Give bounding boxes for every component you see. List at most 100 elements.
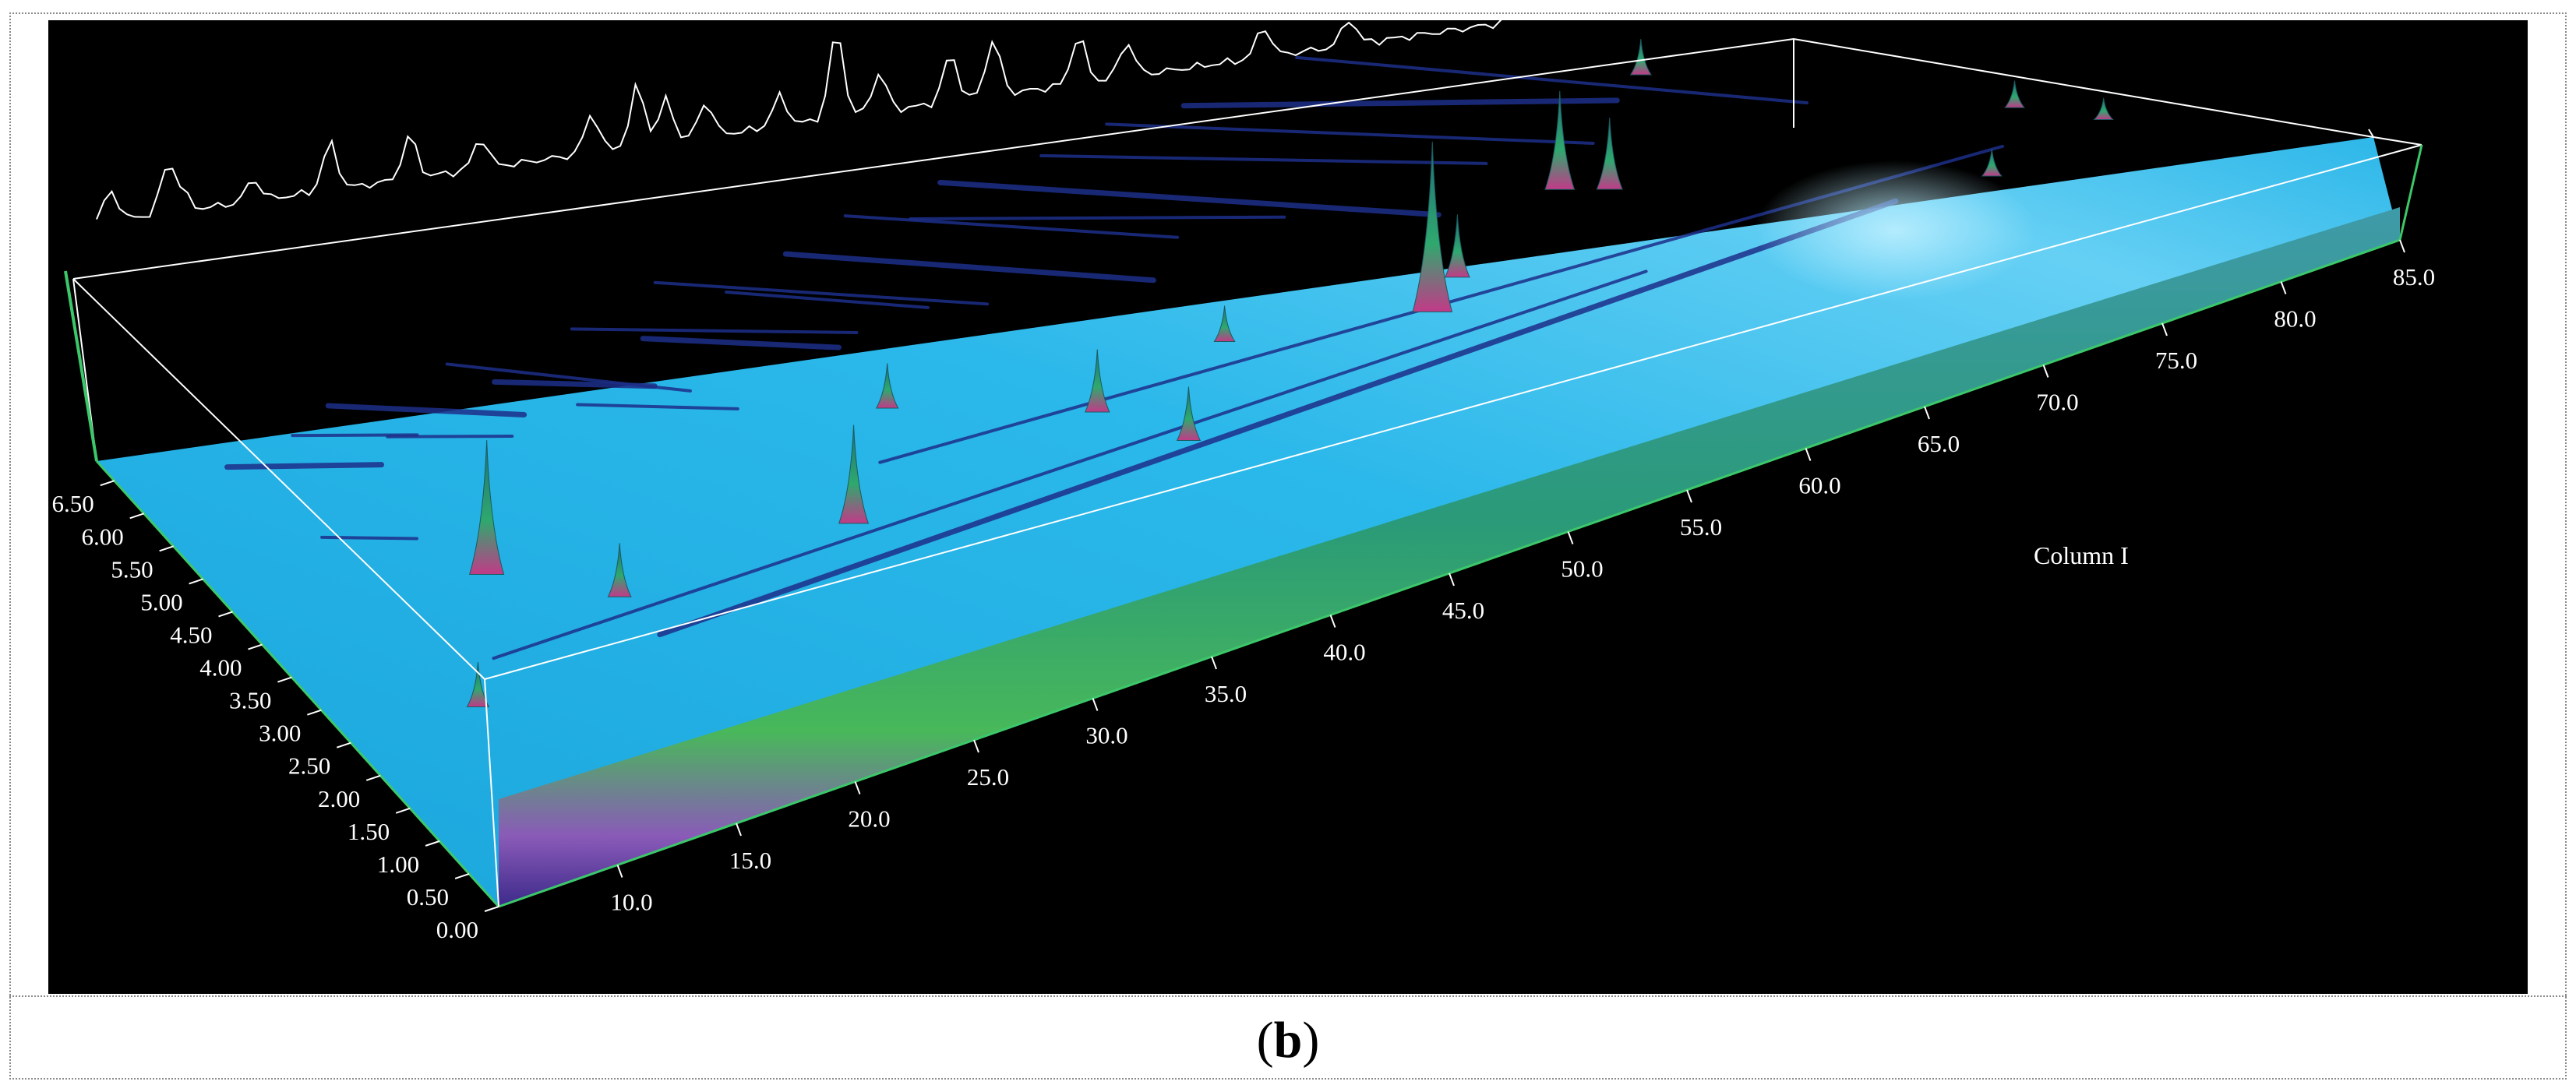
wireframe-box — [72, 38, 2422, 907]
x-tick-mark — [973, 739, 979, 753]
y-tick-mark — [100, 480, 115, 487]
elution-streak — [1180, 97, 1620, 109]
elution-streaks — [224, 55, 2005, 660]
floor-highlight — [1755, 160, 2035, 301]
analyte-peak — [1412, 141, 1453, 312]
y-tick-label: 4.00 — [199, 654, 242, 682]
elution-streak — [937, 179, 1442, 218]
y-tick-label: 5.00 — [140, 588, 182, 615]
x-tick-mark — [1449, 572, 1455, 587]
x-tick-label: 45.0 — [1442, 597, 1484, 624]
y-tick-label: 6.50 — [52, 490, 94, 517]
x-tick-label: 40.0 — [1323, 639, 1365, 666]
y-tick-label: 4.50 — [170, 621, 212, 648]
analyte-peak — [1445, 214, 1470, 278]
elution-streak — [725, 290, 930, 309]
x-tick-label: 15.0 — [729, 847, 771, 874]
x-tick-mark — [2042, 365, 2049, 378]
left-edge-line — [95, 460, 500, 908]
y-tick-label: 2.00 — [318, 785, 360, 812]
analyte-peak — [607, 543, 632, 597]
elution-streak — [782, 251, 1156, 284]
analyte-peak — [1544, 90, 1576, 190]
x-tick-mark — [2161, 322, 2168, 336]
elution-streak — [386, 434, 514, 439]
x-tick-label: 30.0 — [1085, 722, 1127, 749]
z-axis-line — [64, 270, 98, 462]
x-tick-mark — [2399, 239, 2405, 253]
gcxgc-3d-surface-plot: 0.00 0.50 1.00 1.50 2.00 2.50 3.00 3.50 4.00 4.50… — [48, 20, 2528, 994]
analyte-peak — [2004, 80, 2025, 108]
y-tick-label: 1.00 — [377, 851, 419, 878]
x-tick-mark — [1805, 448, 1812, 461]
x-tick-label: 10.0 — [610, 889, 652, 916]
y-tick-mark — [277, 676, 292, 683]
x-tick-mark — [1924, 406, 1930, 420]
x-tick-mark — [616, 865, 623, 878]
analyte-peak — [2093, 97, 2114, 120]
elution-streak — [653, 280, 990, 306]
elution-streak — [325, 403, 528, 417]
analyte-peak — [1213, 305, 1236, 343]
analyte-peak — [838, 424, 870, 524]
y-tick-label: 3.00 — [259, 720, 301, 747]
y-tick-mark — [336, 742, 351, 749]
y-tick-mark — [454, 872, 470, 879]
y-tick-label: 6.00 — [81, 523, 123, 550]
x-tick-mark — [1092, 698, 1099, 711]
y-tick-label: 0.00 — [436, 916, 478, 943]
caption-letter: b — [1273, 1012, 1303, 1069]
y-tick-mark — [307, 709, 322, 716]
analyte-peak — [1596, 117, 1623, 190]
elution-streak — [320, 535, 418, 541]
caption-divider — [9, 995, 2567, 997]
analyte-peak — [1629, 39, 1652, 76]
elution-streak — [492, 379, 658, 389]
x-axis-label: Column I — [2034, 541, 2129, 569]
y-tick-label: 1.50 — [348, 818, 390, 845]
y-axis-ticks: 0.00 0.50 1.00 1.50 2.00 2.50 3.00 3.50 4.00 4.50… — [52, 480, 499, 943]
y-tick-mark — [248, 643, 263, 650]
tic-trace — [96, 20, 1502, 220]
x-tick-label: 75.0 — [2155, 347, 2197, 374]
y-tick-label: 3.50 — [229, 687, 271, 714]
elution-streak — [224, 462, 385, 470]
chromatogram-floor — [97, 137, 2400, 907]
elution-streak — [843, 214, 1180, 239]
y-tick-mark — [484, 906, 499, 912]
analyte-peak — [875, 363, 899, 409]
elution-streak — [657, 198, 1899, 638]
x-tick-mark — [736, 823, 742, 837]
x-tick-label: 80.0 — [2274, 305, 2316, 333]
y-tick-mark — [425, 840, 440, 847]
x-tick-mark — [1686, 489, 1692, 503]
x-tick-mark — [854, 781, 861, 794]
y-tick-mark — [395, 807, 411, 814]
analyte-peak — [468, 439, 505, 576]
elution-streak — [1039, 153, 1488, 165]
x-axis-ticks: 10.0 15.0 20.0 25.0 30.0 35.0 40.0 45.0 50.0 55.0… — [610, 239, 2435, 916]
elution-streak — [909, 215, 1286, 220]
x-tick-label: 25.0 — [967, 763, 1009, 791]
x-tick-mark — [1567, 531, 1574, 544]
caption-open-paren: ( — [1256, 1012, 1274, 1069]
elution-streak — [1105, 122, 1595, 145]
x-tick-label: 85.0 — [2393, 263, 2435, 291]
x-tick-label: 60.0 — [1798, 472, 1840, 499]
analyte-peak — [1981, 149, 2003, 177]
elution-streak — [576, 403, 739, 410]
elution-streak — [570, 327, 859, 334]
y-tick-label: 2.50 — [288, 752, 330, 780]
x-tick-label: 55.0 — [1680, 513, 1722, 541]
x-tick-mark — [1329, 615, 1336, 628]
y-tick-mark — [218, 611, 233, 618]
elution-streak — [1295, 55, 1808, 105]
y-tick-mark — [365, 774, 381, 781]
y-tick-label: 5.50 — [111, 555, 153, 583]
y-tick-label: 0.50 — [407, 883, 449, 911]
y-tick-mark — [159, 545, 174, 552]
figure-frame — [9, 12, 2567, 1080]
x-tick-label: 70.0 — [2036, 389, 2078, 416]
analyte-peak — [1084, 349, 1110, 413]
x-tick-label: 20.0 — [848, 805, 890, 833]
